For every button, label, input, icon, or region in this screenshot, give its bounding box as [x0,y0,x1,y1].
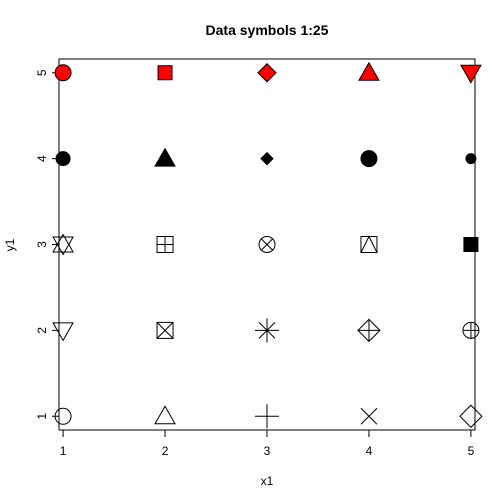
data-point-pch-13 [258,236,276,253]
data-point-pch-22 [157,65,173,81]
data-point-pch-18 [260,151,274,166]
data-point-pch-14 [360,235,378,253]
data-point-pch-6 [52,322,74,342]
x-tick-label: 2 [162,444,169,458]
data-point-pch-3 [255,404,279,429]
data-point-pch-23 [257,63,277,83]
data-point-pch-7 [156,321,174,339]
x-axis: 1 2 3 4 5 [60,429,475,458]
chart-title: Data symbols 1:25 [206,22,329,38]
data-point-pch-24 [358,61,380,81]
data-point-pch-11 [52,233,74,256]
y-axis-label: y1 [3,238,17,251]
x-axis-label: x1 [261,474,274,488]
y-tick-label: 3 [35,241,49,248]
data-point-pch-16 [55,151,71,167]
y-tick-label: 4 [35,155,49,162]
data-point-pch-1 [54,407,72,425]
data-point-pch-2 [154,405,176,425]
data-point-pch-25 [460,64,482,84]
data-point-pch-10 [462,321,480,339]
y-tick-label: 1 [35,413,49,420]
data-point-pch-8 [255,318,279,343]
x-tick-label: 4 [366,444,373,458]
y-axis: 1 2 3 4 5 [35,69,60,420]
x-tick-label: 5 [468,444,475,458]
data-point-pch-4 [360,407,378,425]
y-tick-label: 2 [35,327,49,334]
data-point-pch-19 [360,150,378,168]
data-point-pch-5 [459,404,483,428]
y-tick-label: 5 [35,69,49,76]
data-point-pch-21 [54,64,72,82]
data-point-pch-9 [357,318,381,343]
data-point-pch-12 [156,236,174,253]
data-point-pch-15 [463,237,479,252]
x-tick-label: 1 [60,444,67,458]
data-point-pch-20 [465,153,477,165]
data-points [52,61,483,429]
data-point-pch-17 [154,147,176,167]
x-tick-label: 3 [264,444,271,458]
